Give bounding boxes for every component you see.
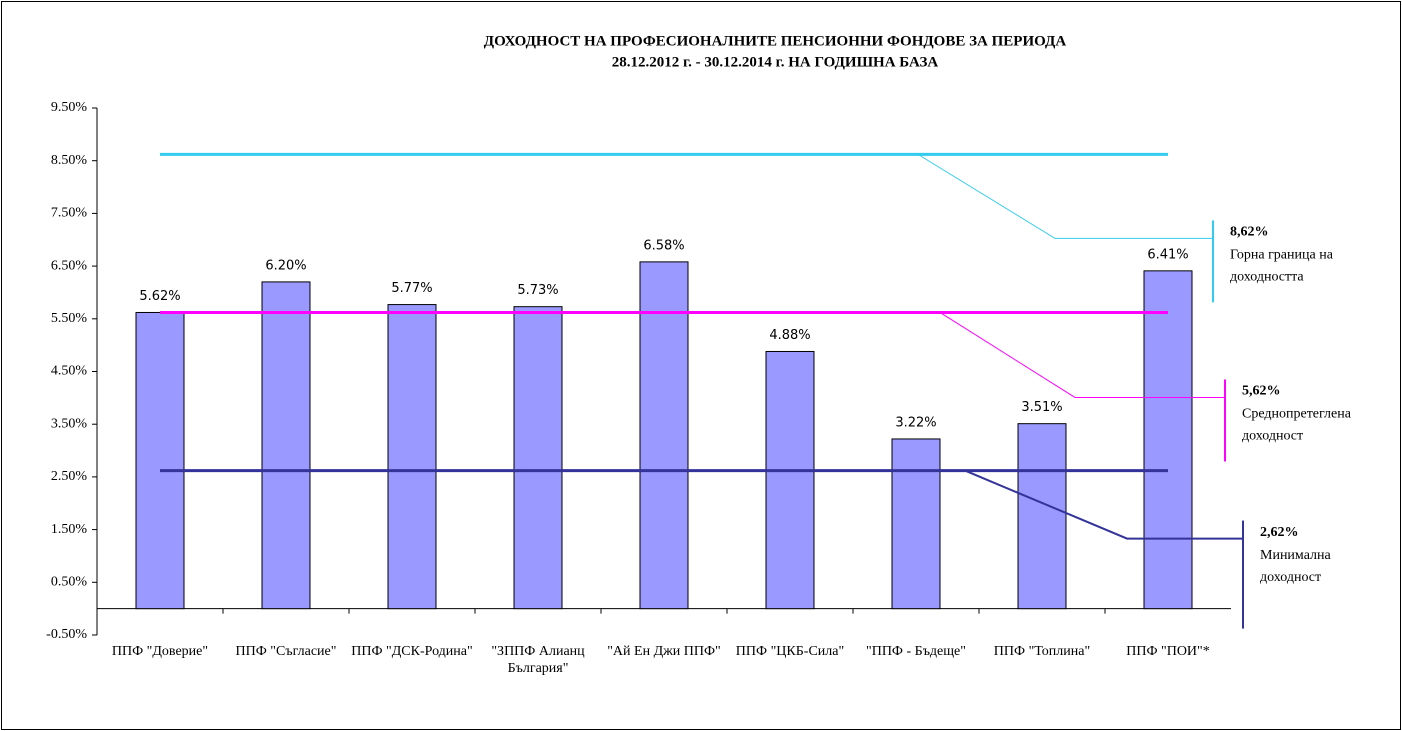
bar — [513, 306, 563, 610]
x-tick-label: ППФ "Съгласие" — [235, 643, 337, 659]
value-label: 4.88% — [769, 328, 810, 343]
value-label: 6.58% — [643, 238, 684, 253]
leader-line — [964, 469, 1243, 540]
x-tick-label: ППФ "ЦКБ-Сила" — [735, 643, 845, 659]
y-tick-label: 0.50% — [51, 575, 88, 590]
x-tick-label-box: ППФ "Топлина" — [993, 643, 1091, 659]
y-tick-label: 2.50% — [51, 469, 88, 484]
value-label: 6.41% — [1147, 247, 1188, 262]
y-tick-label: 8.50% — [51, 153, 88, 168]
bar — [891, 438, 941, 610]
reference-text: Горна граница на — [1230, 248, 1334, 263]
y-tick-label: 6.50% — [51, 258, 88, 273]
y-tick-label: -0.50% — [46, 627, 87, 642]
x-tick-label-box: "ЗППФ Алианц България" — [491, 643, 585, 676]
bar — [639, 261, 689, 610]
reference-text: доходност — [1242, 429, 1303, 444]
bar — [135, 311, 185, 610]
value-label: 3.51% — [1021, 400, 1062, 415]
bar — [1143, 270, 1193, 610]
x-tick-label: "ЗППФ Алианц България" — [491, 643, 585, 676]
y-tick-label: 1.50% — [51, 522, 88, 537]
reference-text: доходност — [1260, 570, 1321, 585]
reference-text: Среднопретеглена — [1242, 407, 1352, 422]
x-tick-label-box: "Ай Ен Джи ППФ" — [607, 643, 721, 659]
x-tick-label: ППФ "Топлина" — [993, 643, 1091, 659]
reference-text: доходността — [1230, 270, 1304, 285]
bar — [261, 281, 311, 610]
value-label: 5.77% — [391, 281, 432, 296]
x-tick-label-box: ППФ "Съгласие" — [235, 643, 337, 659]
bar — [1017, 423, 1067, 610]
value-label: 6.20% — [265, 258, 306, 273]
reference-text: Минимална — [1260, 548, 1332, 563]
leader-line — [917, 153, 1213, 239]
value-label: 5.62% — [139, 289, 180, 304]
x-tick-label-box: ППФ "ДСК-Родина" — [351, 643, 473, 659]
y-tick-label: 4.50% — [51, 364, 88, 379]
x-tick-label: ППФ "ПОИ"* — [1126, 643, 1210, 659]
y-tick-label: 7.50% — [51, 206, 88, 221]
reference-label: 5,62% — [1242, 384, 1281, 399]
x-tick-label-box: ППФ "ПОИ"* — [1126, 643, 1210, 659]
x-tick-label-box: "ППФ - Бъдеще" — [866, 643, 966, 659]
value-label: 5.73% — [517, 283, 558, 298]
x-tick-label-box: ППФ "ЦКБ-Сила" — [735, 643, 845, 659]
x-tick-label: ППФ "ДСК-Родина" — [351, 643, 473, 659]
bar — [387, 304, 437, 610]
chart-subtitle: 28.12.2012 г. - 30.12.2014 г. НА ГОДИШНА… — [612, 54, 939, 70]
x-tick-label: ППФ "Доверие" — [111, 643, 209, 659]
chart-title: ДОХОДНОСТ НА ПРОФЕСИОНАЛНИТЕ ПЕНСИОННИ Ф… — [484, 33, 1067, 49]
y-tick-label: 3.50% — [51, 416, 88, 431]
reference-label: 2,62% — [1260, 525, 1299, 540]
y-tick-label: 5.50% — [51, 311, 88, 326]
value-label: 3.22% — [895, 415, 936, 430]
reference-label: 8,62% — [1230, 225, 1269, 240]
x-tick-label: "Ай Ен Джи ППФ" — [607, 643, 721, 659]
bar — [765, 350, 815, 610]
leader-line — [939, 312, 1225, 398]
y-tick-label: 9.50% — [51, 100, 88, 115]
x-tick-label: "ППФ - Бъдеще" — [866, 643, 966, 659]
x-tick-label-box: ППФ "Доверие" — [111, 643, 209, 659]
